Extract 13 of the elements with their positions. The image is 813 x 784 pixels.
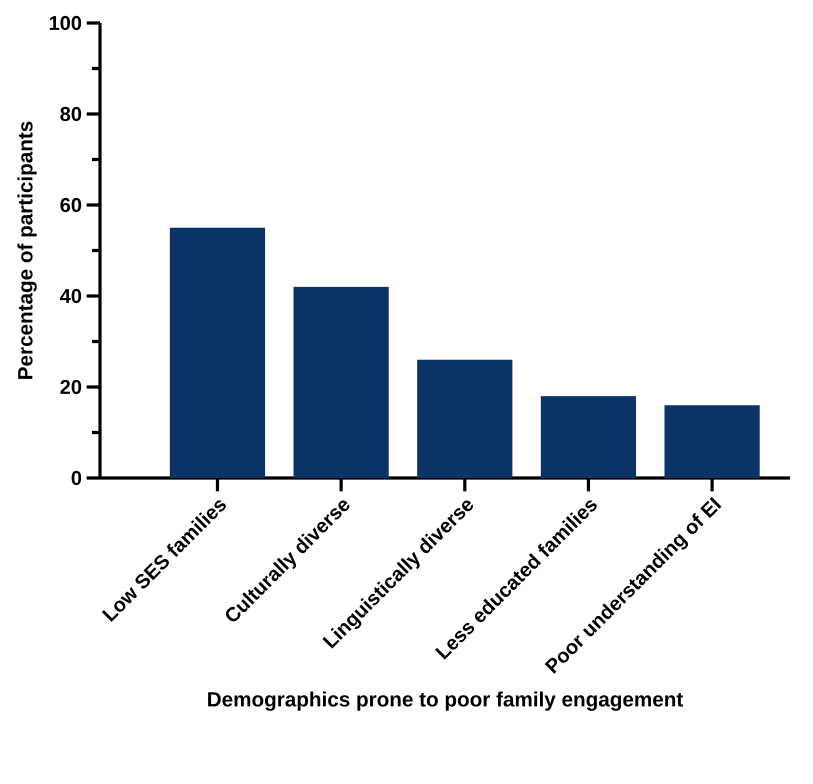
bar — [664, 405, 760, 478]
y-tick-label: 0 — [72, 470, 82, 486]
y-tick-label: 60 — [60, 198, 82, 212]
bar — [540, 396, 636, 478]
bar — [294, 286, 389, 478]
bar — [417, 360, 512, 478]
y-axis-title: Percentage of participants — [17, 122, 37, 379]
y-tick-label: 20 — [60, 380, 82, 394]
y-tick-label: 40 — [60, 288, 82, 304]
y-tick-label: 80 — [60, 106, 82, 122]
y-tick-label: 100 — [50, 16, 82, 30]
bar — [170, 228, 266, 478]
x-axis-title: Demographics prone to poor family engagement — [208, 691, 684, 711]
